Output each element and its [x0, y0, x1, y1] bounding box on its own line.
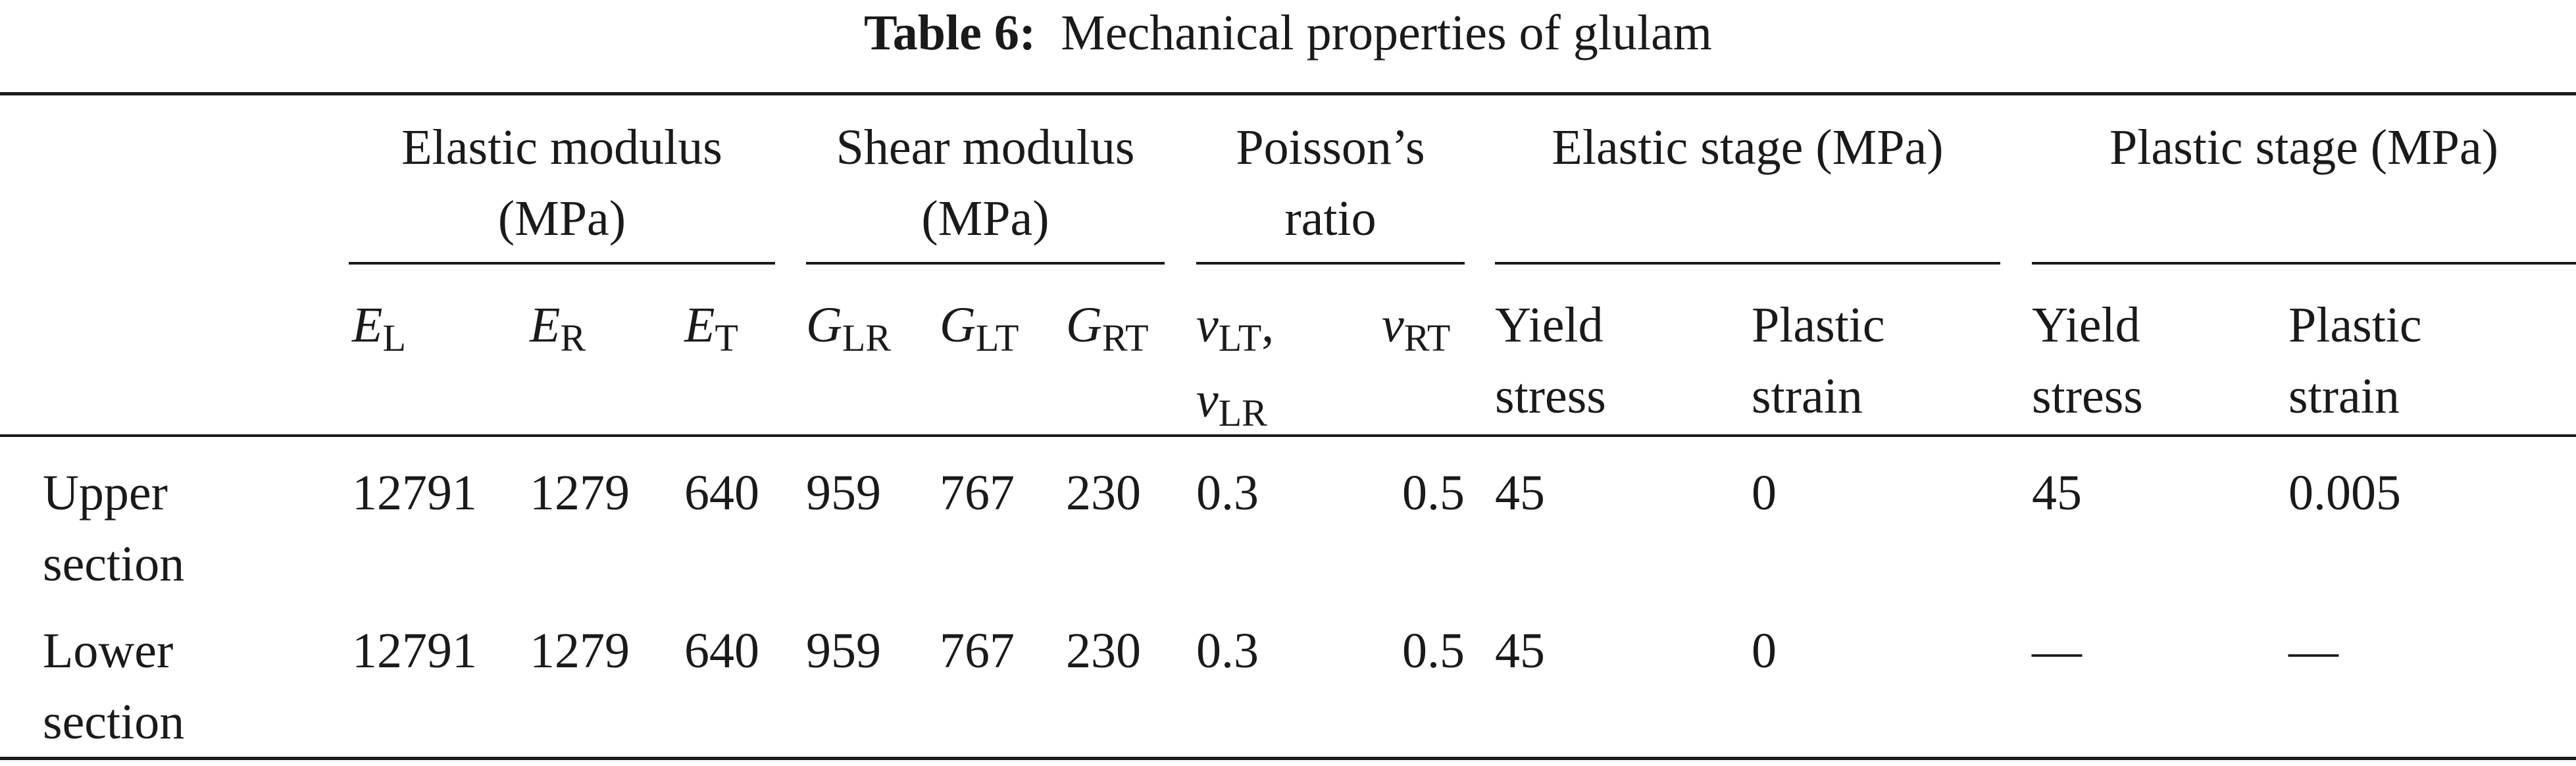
top-rule — [0, 92, 2576, 95]
cell-EL: 12791 — [352, 623, 477, 678]
table-number: Table 6: — [864, 5, 1036, 61]
cell-ET: 640 — [684, 465, 759, 521]
col-header-ET: ET — [684, 297, 738, 359]
cell-ET: 640 — [684, 623, 759, 678]
cell-vRT: 0.5 — [1402, 623, 1465, 678]
cell-GLT: 767 — [940, 465, 1015, 521]
header-rule — [0, 434, 2576, 437]
col-header-GLT: GLT — [940, 297, 1019, 359]
cell-elastic-plastic-strain: 0 — [1752, 623, 1777, 678]
table-title: Mechanical properties of glulam — [1061, 5, 1712, 61]
cell-ER: 1279 — [530, 465, 630, 521]
cell-vRT: 0.5 — [1402, 465, 1465, 521]
cell-plastic-plastic-strain: — — [2288, 623, 2338, 678]
cell-GRT: 230 — [1066, 623, 1141, 678]
cell-ER: 1279 — [530, 623, 630, 678]
group-header-elastic-stage: Elastic stage (MPa) — [1552, 120, 1944, 175]
group-underline-plastic-stage — [2032, 262, 2576, 265]
group-underline-elastic-stage — [1495, 262, 2000, 265]
cell-plastic-yield-stress: — — [2032, 623, 2082, 678]
group-header-shear-modulus: Shear modulus (MPa) — [836, 120, 1135, 246]
col-header-EL: EL — [352, 297, 406, 359]
row-label: Upper section — [43, 465, 185, 592]
group-underline-shear-modulus — [806, 262, 1165, 265]
col-header-ER: ER — [530, 297, 586, 359]
group-underline-poissons-ratio — [1196, 262, 1465, 265]
cell-plastic-plastic-strain: 0.005 — [2288, 465, 2401, 521]
col-header-plastic-plastic-strain: Plastic strain — [2288, 297, 2422, 424]
cell-GRT: 230 — [1066, 465, 1141, 521]
group-underline-elastic-modulus — [349, 262, 775, 265]
cell-elastic-plastic-strain: 0 — [1752, 465, 1777, 521]
col-header-GLR: GLR — [806, 297, 892, 359]
col-header-vRT: vRT — [1382, 297, 1451, 359]
group-header-plastic-stage: Plastic stage (MPa) — [2109, 120, 2498, 175]
cell-elastic-yield-stress: 45 — [1495, 623, 1545, 678]
cell-GLR: 959 — [806, 623, 881, 678]
cell-elastic-yield-stress: 45 — [1495, 465, 1545, 521]
cell-vLT-vLR: 0.3 — [1196, 465, 1259, 521]
col-header-plastic-yield-stress: Yield stress — [2032, 297, 2143, 424]
col-header-GRT: GRT — [1066, 297, 1149, 359]
col-header-elastic-yield-stress: Yield stress — [1495, 297, 1606, 424]
table-caption: Table 6: Mechanical properties of glulam — [0, 0, 2576, 66]
cell-GLT: 767 — [940, 623, 1015, 678]
bottom-rule — [0, 757, 2576, 760]
cell-plastic-yield-stress: 45 — [2032, 465, 2082, 521]
group-header-poissons-ratio: Poisson’s ratio — [1236, 120, 1425, 246]
row-label: Lower section — [43, 623, 185, 750]
group-header-elastic-modulus: Elastic modulus (MPa) — [401, 120, 722, 246]
cell-EL: 12791 — [352, 465, 477, 521]
cell-GLR: 959 — [806, 465, 881, 521]
cell-vLT-vLR: 0.3 — [1196, 623, 1259, 678]
col-header-vLT-vLR: vLT, vLR — [1196, 297, 1275, 434]
col-header-elastic-plastic-strain: Plastic strain — [1752, 297, 1885, 424]
